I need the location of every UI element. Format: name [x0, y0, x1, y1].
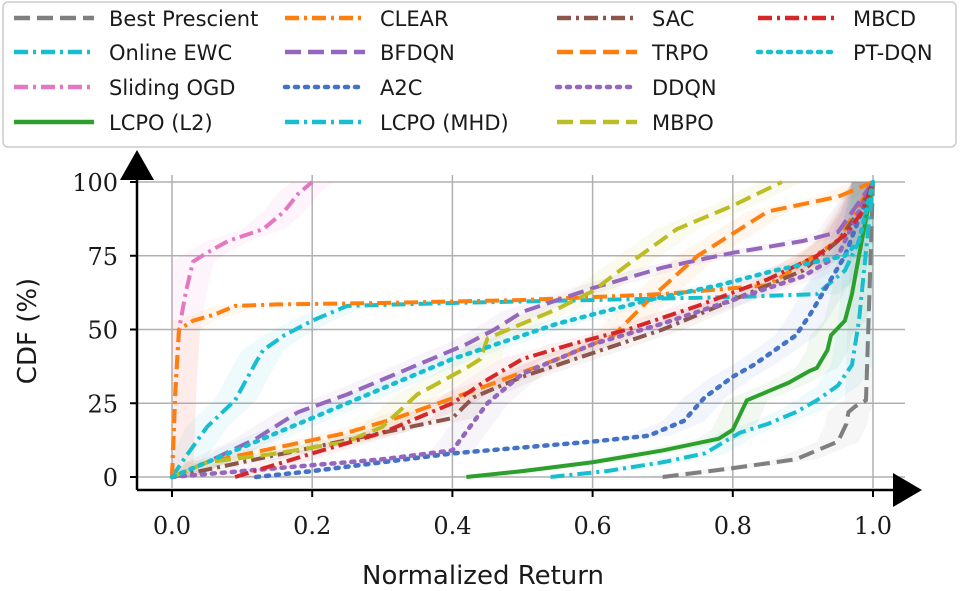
- x-tick-label: 0.2: [293, 512, 331, 540]
- series-line-best-prescient: [662, 181, 875, 479]
- legend-label: Sliding OGD: [109, 76, 235, 100]
- legend-label: PT-DQN: [853, 41, 933, 65]
- legend-label: MBCD: [853, 7, 916, 31]
- legend-label: DDQN: [652, 76, 717, 100]
- confidence-band: [235, 182, 874, 477]
- legend-label: Best Prescient: [109, 7, 258, 31]
- series-line-sac: [171, 181, 875, 479]
- confidence-band: [445, 182, 873, 477]
- y-tick-label: 0: [103, 464, 118, 492]
- series-line-mbcd: [234, 181, 875, 479]
- x-tick-label: 1.0: [854, 512, 892, 540]
- y-tick-label: 50: [87, 317, 118, 345]
- series-line-pt-dqn: [169, 179, 876, 480]
- x-axis-label: Normalized Return: [362, 561, 604, 591]
- legend-label: TRPO: [651, 41, 709, 65]
- confidence-band: [172, 182, 873, 477]
- x-axis-arrow: [893, 473, 922, 507]
- y-tick-label: 100: [72, 169, 118, 197]
- legend-label: LCPO (L2): [109, 111, 213, 135]
- series-line-bfdqn: [171, 180, 875, 479]
- confidence-band: [172, 182, 803, 477]
- axes: [120, 150, 922, 507]
- y-tick-label: 25: [87, 390, 118, 418]
- series-lines: [169, 179, 876, 480]
- legend-box: [2, 1, 957, 148]
- confidence-band: [172, 182, 334, 477]
- legend-label: LCPO (MHD): [380, 111, 509, 135]
- y-axis-arrow: [120, 150, 154, 180]
- legend-label: SAC: [652, 7, 694, 31]
- x-tick-label: 0.4: [433, 512, 471, 540]
- legend-label: CLEAR: [380, 7, 449, 31]
- x-tick-label: 0.0: [153, 512, 191, 540]
- legend-label: A2C: [380, 76, 422, 100]
- tick-labels: 0.0 0.2 0.4 0.6 0.8 1.0 0 25 50 75 100: [72, 169, 892, 540]
- legend: Best Prescient Online EWC Sliding OGD LCPO …: [2, 1, 957, 148]
- series-line-ddqn: [169, 179, 876, 480]
- series-line-lcpo-l2: [466, 181, 875, 479]
- series-line-trpo: [171, 180, 874, 479]
- legend-label: Online EWC: [109, 41, 232, 65]
- x-tick-label: 0.6: [574, 512, 612, 540]
- x-tick-label: 0.8: [714, 512, 752, 540]
- legend-label: MBPO: [652, 111, 714, 135]
- y-tick-label: 75: [87, 243, 118, 271]
- series-line-mbpo: [171, 180, 783, 479]
- y-axis-label: CDF (%): [13, 278, 43, 384]
- legend-label: BFDQN: [380, 41, 455, 65]
- series-line-a2c: [253, 179, 876, 480]
